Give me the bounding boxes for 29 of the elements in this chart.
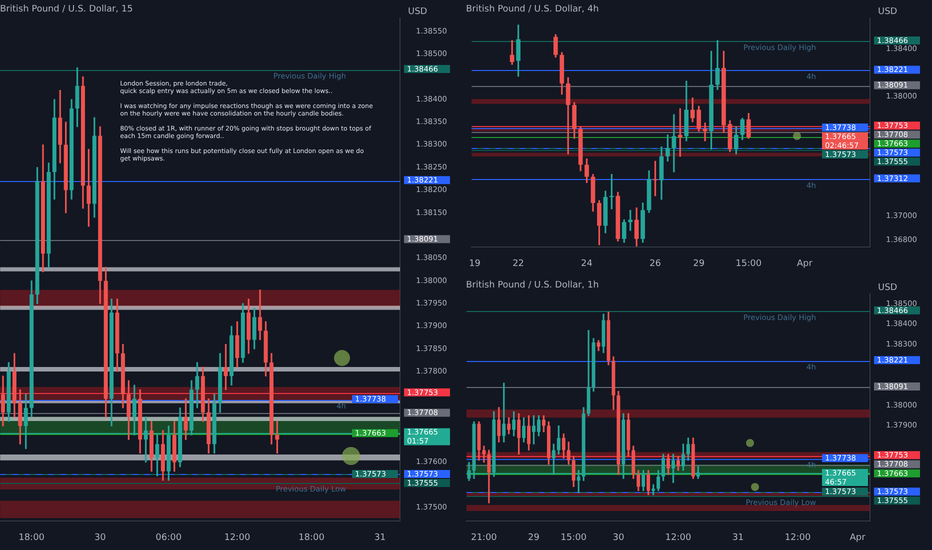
chart-title: British Pound / U.S. Dollar, 1h [466,280,599,291]
x-tick-label: 12:00 [665,532,692,543]
x-tick-label: 22 [512,258,524,269]
chart-title: British Pound / U.S. Dollar, 4h [466,4,599,15]
chart-title: British Pound / U.S. Dollar, 15 [0,4,133,15]
x-tick-label: 06:00 [156,532,182,543]
candlestick [482,446,486,463]
x-tick-label: 24 [581,258,593,269]
x-tick-label: 19 [469,258,481,269]
x-tick-label: 30 [94,532,106,543]
x-tick-label: 15:00 [560,532,587,543]
x-tick-label: 31 [374,532,386,543]
y-axis-title: USD [408,7,428,18]
x-tick-label: 31 [732,532,744,543]
candlestick [702,122,708,142]
x-tick-label: 18:00 [18,532,45,543]
x-tick-label: 18:00 [298,532,325,543]
x-tick-label: 30 [612,532,624,543]
x-tick-label: Apr [850,532,866,543]
y-axis-title: USD [878,7,898,18]
x-tick-label: 21:00 [470,532,498,543]
x-tick-label: Apr [796,258,813,269]
x-tick-label: 29 [693,258,705,269]
y-axis-title: USD [878,283,898,294]
x-tick-label: 12:00 [224,532,250,543]
x-tick-label: 26 [650,258,662,269]
x-tick-label: 29 [528,532,540,543]
x-tick-label: 15:00 [736,258,762,269]
x-tick-label: 12:00 [784,532,812,543]
